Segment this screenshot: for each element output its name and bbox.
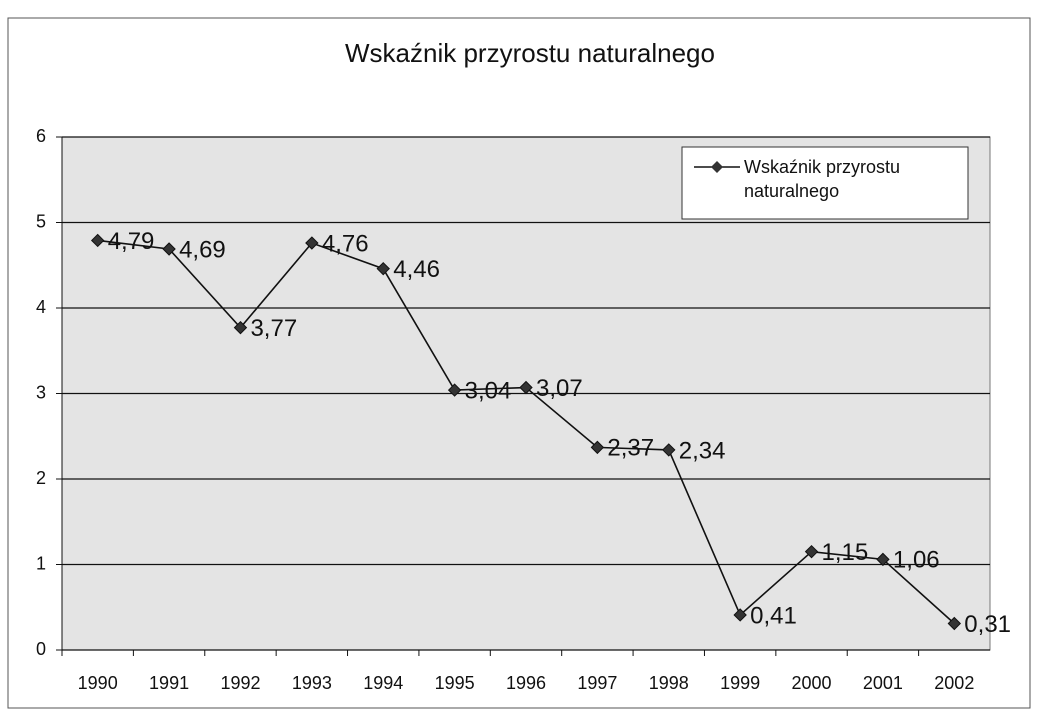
- data-label: 3,77: [250, 315, 297, 342]
- marker: [233, 320, 248, 335]
- marker: [590, 440, 605, 455]
- legend-label: Wskaźnik przyrostu naturalnego: [744, 157, 901, 201]
- marker: [376, 261, 390, 276]
- x-tick-label: 1990: [78, 673, 118, 693]
- data-label: 0,41: [750, 602, 797, 629]
- marker: [162, 242, 176, 256]
- marker: [519, 380, 533, 395]
- y-tick-label: 4: [36, 297, 46, 317]
- y-tick-label: 1: [36, 553, 46, 573]
- x-tick-label: 1991: [149, 673, 189, 693]
- x-tick-label: 1992: [220, 673, 260, 693]
- marker: [90, 233, 105, 248]
- y-tick-label: 0: [36, 639, 46, 659]
- marker: [804, 544, 819, 559]
- data-label: 2,37: [607, 435, 654, 462]
- data-label: 0,31: [964, 611, 1011, 638]
- marker: [662, 443, 676, 457]
- x-tick-label: 1996: [506, 673, 546, 693]
- x-tick-label: 2002: [934, 673, 974, 693]
- legend-box: [681, 146, 969, 220]
- marker: [733, 608, 747, 622]
- x-tick-label: 1999: [720, 673, 760, 693]
- y-tick-label: 2: [36, 468, 46, 488]
- legend-marker: [711, 161, 723, 173]
- chart-title: Wskaźnik przyrostu naturalnego: [345, 38, 715, 68]
- data-label: 1,15: [822, 539, 869, 566]
- data-label: 4,76: [322, 230, 369, 257]
- data-label: 4,69: [179, 236, 226, 263]
- marker: [876, 552, 890, 567]
- marker: [447, 383, 462, 397]
- data-label: 3,04: [465, 377, 512, 404]
- y-tick-label: 5: [36, 211, 46, 231]
- data-label: 2,34: [679, 437, 726, 464]
- x-tick-label: 1995: [435, 673, 475, 693]
- x-tick-label: 2001: [863, 673, 903, 693]
- y-tick-label: 3: [36, 382, 46, 402]
- legend: Wskaźnik przyrostu naturalnego: [744, 157, 901, 201]
- x-tick-label: 1998: [649, 673, 689, 693]
- data-label: 4,46: [393, 256, 440, 283]
- x-tick-label: 1997: [577, 673, 617, 693]
- x-tick-label: 1994: [363, 673, 403, 693]
- marker: [947, 616, 962, 631]
- x-tick-label: 2000: [792, 673, 832, 693]
- data-label: 3,07: [536, 375, 583, 402]
- data-label: 4,79: [108, 228, 155, 255]
- marker: [305, 236, 319, 250]
- x-tick-label: 1993: [292, 673, 332, 693]
- data-label: 1,06: [893, 547, 940, 574]
- y-tick-label: 6: [36, 126, 46, 146]
